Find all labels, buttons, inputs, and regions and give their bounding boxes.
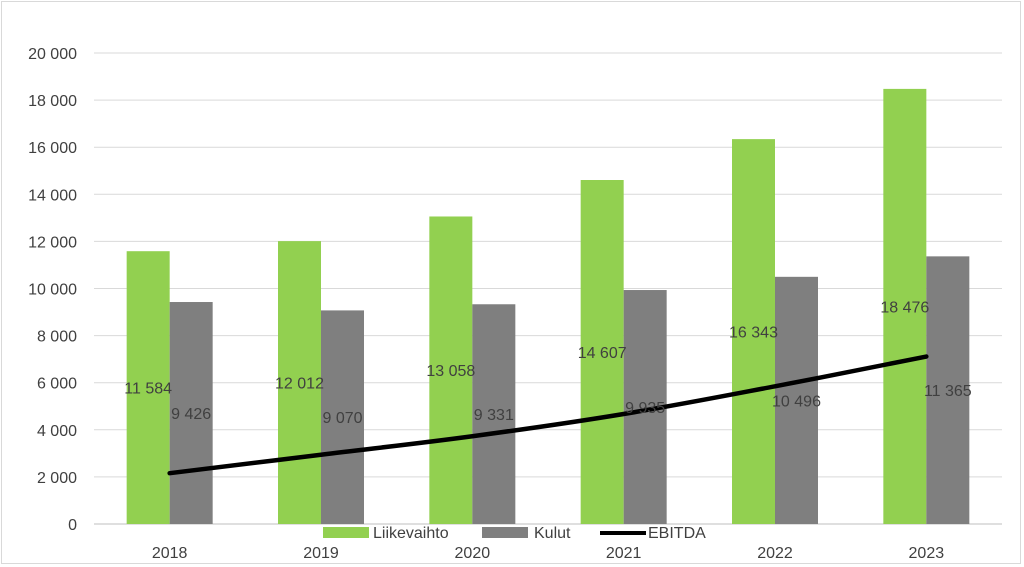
- data-label-liikevaihto: 11 584: [124, 381, 172, 398]
- axes: 0 2 000 4 000 6 000 8 000 10 000 12 000 14 000 1…: [28, 46, 944, 562]
- data-label-kulut: 9 935: [625, 400, 665, 417]
- data-label-kulut: 9 331: [474, 407, 514, 424]
- y-tick-label: 2 000: [37, 470, 77, 487]
- bar-liikevaihto: [580, 180, 624, 524]
- data-label-kulut: 9 426: [171, 406, 211, 423]
- gridlines: [94, 52, 1002, 525]
- bar-liikevaihto: [883, 88, 927, 524]
- legend-swatch-liikevaihto: [323, 527, 369, 538]
- data-labels: 11 584 9 426 12 012 9 070 13 058 9 331 14 607 9…: [124, 299, 972, 427]
- data-label-liikevaihto: 16 343: [729, 325, 778, 342]
- data-label-kulut: 11 365: [924, 383, 972, 400]
- data-label-liikevaihto: 14 607: [578, 345, 627, 362]
- x-tick-label: 2023: [909, 545, 945, 562]
- y-tick-label: 16 000: [28, 140, 77, 157]
- x-tick-label: 2021: [606, 545, 642, 562]
- data-label-liikevaihto: 12 012: [275, 376, 324, 393]
- bar-kulut: [926, 256, 970, 524]
- x-tick-label: 2022: [757, 545, 793, 562]
- x-tick-label: 2019: [303, 545, 339, 562]
- y-tick-label: 10 000: [28, 282, 77, 299]
- legend-label-kulut: Kulut: [534, 525, 571, 542]
- bar-kulut: [321, 310, 364, 524]
- data-label-liikevaihto: 18 476: [880, 299, 929, 316]
- bars: [126, 88, 970, 525]
- bar-liikevaihto: [732, 139, 775, 524]
- data-label-liikevaihto: 13 058: [426, 363, 475, 380]
- ebitda-line-layer: [167, 354, 929, 476]
- y-tick-label: 20 000: [28, 46, 77, 63]
- y-tick-label: 6 000: [37, 376, 77, 393]
- data-label-kulut: 10 496: [772, 393, 821, 410]
- data-label-kulut: 9 070: [322, 410, 362, 427]
- bar-liikevaihto: [429, 216, 473, 524]
- ebitda-line: [167, 354, 929, 476]
- legend-swatch-kulut: [482, 527, 528, 538]
- y-tick-label: 0: [68, 517, 77, 534]
- bar-kulut: [472, 304, 516, 524]
- y-tick-label: 18 000: [28, 93, 77, 110]
- y-tick-label: 8 000: [37, 329, 77, 346]
- x-tick-label: 2018: [152, 545, 188, 562]
- legend-label-ebitda: EBITDA: [648, 525, 706, 542]
- legend-label-liikevaihto: Liikevaihto: [373, 525, 449, 542]
- y-tick-label: 4 000: [37, 423, 77, 440]
- bar-liikevaihto: [126, 251, 170, 525]
- y-tick-label: 12 000: [28, 234, 77, 251]
- legend: Liikevaihto Kulut EBITDA: [323, 525, 706, 542]
- bar-liikevaihto: [278, 241, 321, 524]
- x-tick-label: 2020: [455, 545, 491, 562]
- bar-kulut: [775, 276, 818, 524]
- y-tick-label: 14 000: [28, 187, 77, 204]
- bar-kulut: [169, 302, 213, 524]
